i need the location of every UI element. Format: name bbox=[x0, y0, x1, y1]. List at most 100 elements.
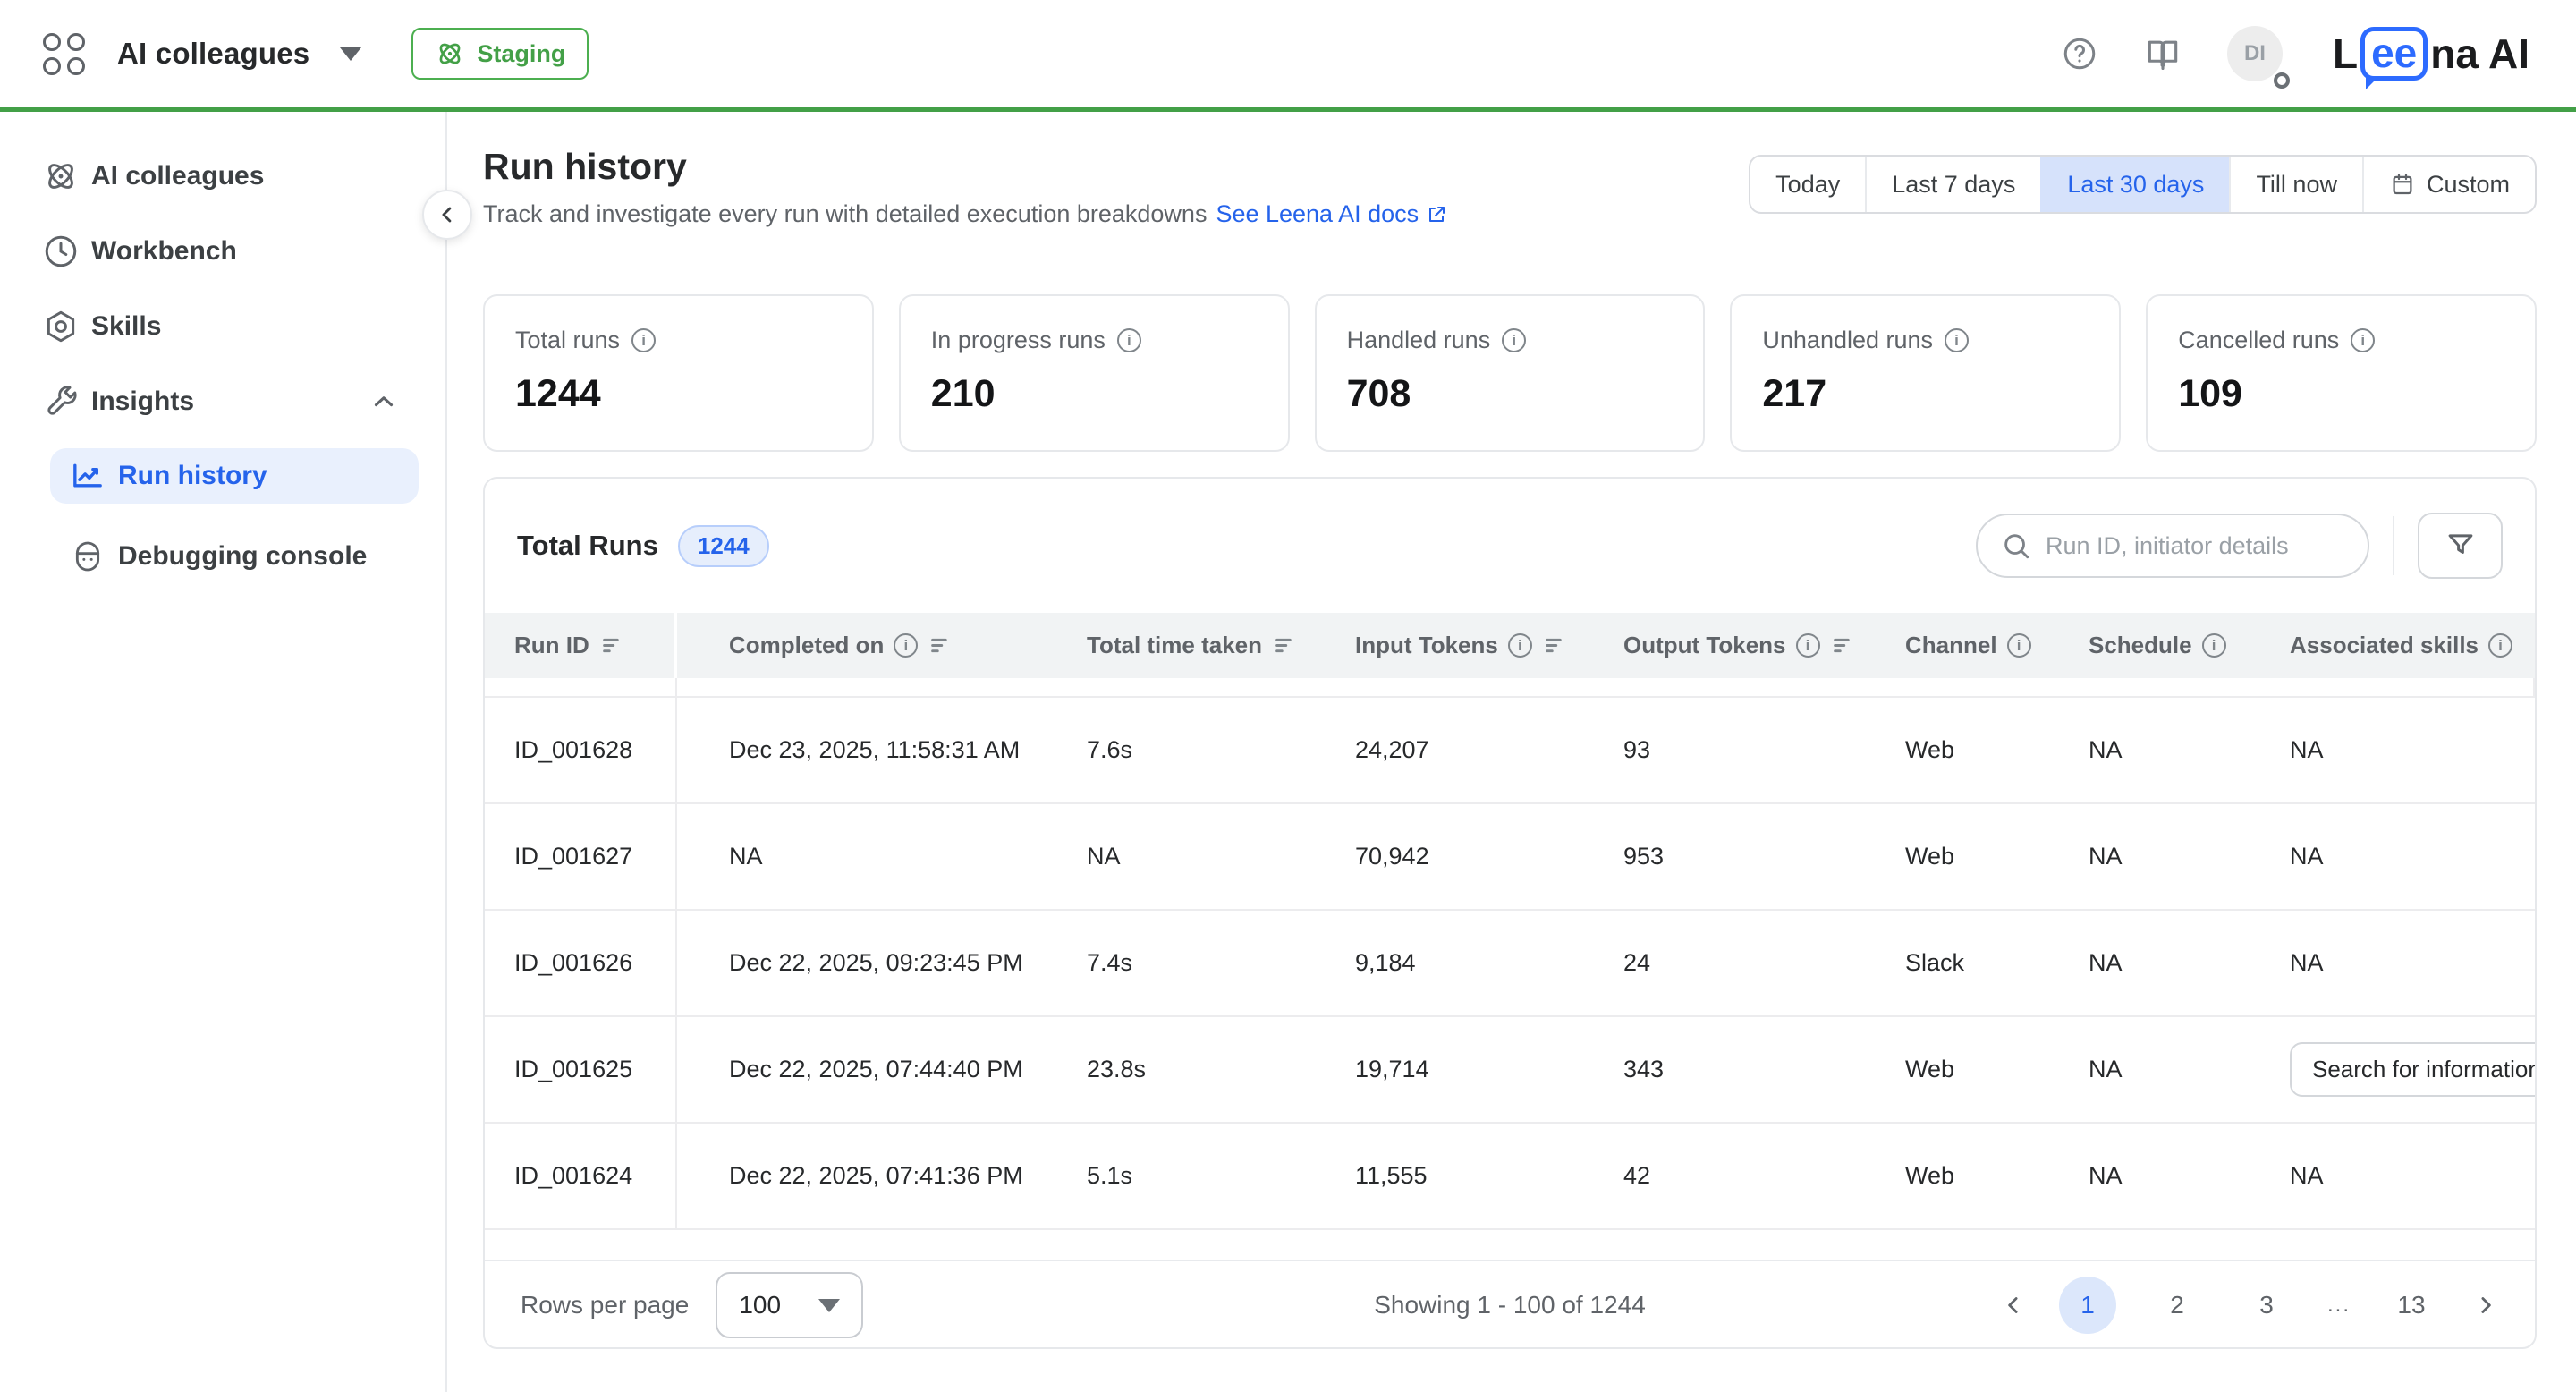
table-spacer bbox=[485, 1230, 2535, 1260]
column-header-associated-skills[interactable]: Associated skills bbox=[2238, 632, 2535, 659]
column-header-schedule[interactable]: Schedule bbox=[2037, 632, 2238, 659]
stats-row: Total runs 1244 In progress runs 210 Han… bbox=[483, 294, 2537, 452]
environment-badge[interactable]: Staging bbox=[411, 28, 589, 80]
avatar[interactable]: DI bbox=[2226, 26, 2290, 89]
table-row[interactable]: ID_001624 Dec 22, 2025, 07:41:36 PM 5.1s… bbox=[485, 1124, 2535, 1230]
sidebar-item-ai-colleagues[interactable]: AI colleagues bbox=[0, 139, 445, 214]
info-icon[interactable] bbox=[2201, 633, 2226, 658]
partial-row bbox=[485, 678, 2535, 698]
chevron-right-icon[interactable] bbox=[2472, 1292, 2499, 1319]
date-filter-till-now[interactable]: Till now bbox=[2229, 157, 2362, 212]
sort-icon[interactable] bbox=[599, 633, 623, 658]
cell-output-tokens: 24 bbox=[1623, 949, 1651, 976]
sidebar-item-label: Insights bbox=[91, 386, 195, 416]
atom-icon bbox=[435, 38, 465, 69]
external-link-icon bbox=[1426, 204, 1447, 225]
sidebar-item-label: Workbench bbox=[91, 236, 237, 266]
cell-completed-on: Dec 22, 2025, 09:23:45 PM bbox=[729, 949, 1023, 976]
docs-link[interactable]: See Leena AI docs bbox=[1216, 200, 1447, 228]
filter-funnel-icon bbox=[2444, 529, 2478, 563]
cell-completed-on: NA bbox=[729, 843, 763, 870]
table-title: Total Runs bbox=[517, 530, 658, 561]
date-filter-custom[interactable]: Custom bbox=[2361, 157, 2535, 212]
sort-icon[interactable] bbox=[1830, 633, 1854, 658]
sort-icon[interactable] bbox=[1542, 633, 1566, 658]
cell-associated-skills: NA bbox=[2290, 736, 2324, 763]
cell-associated-skills: NA bbox=[2290, 949, 2324, 976]
column-header-output-tokens[interactable]: Output Tokens bbox=[1572, 632, 1853, 659]
table-count-badge: 1244 bbox=[677, 524, 769, 567]
cell-associated-skills: NA bbox=[2290, 843, 2324, 870]
book-icon[interactable] bbox=[2143, 34, 2182, 73]
sidebar-item-workbench[interactable]: Workbench bbox=[0, 214, 445, 289]
table-row[interactable]: ID_001626 Dec 22, 2025, 09:23:45 PM 7.4s… bbox=[485, 911, 2535, 1017]
showing-range-text: Showing 1 - 100 of 1244 bbox=[1374, 1291, 1646, 1319]
page-number[interactable]: 3 bbox=[2259, 1291, 2274, 1319]
help-icon[interactable] bbox=[2061, 35, 2098, 72]
date-filter-today[interactable]: Today bbox=[1775, 170, 1841, 198]
info-icon[interactable] bbox=[631, 328, 657, 352]
cell-input-tokens: 11,555 bbox=[1355, 1162, 1428, 1189]
stat-value: 109 bbox=[2178, 372, 2242, 415]
cell-input-tokens: 70,942 bbox=[1355, 843, 1429, 870]
search-input[interactable] bbox=[2044, 530, 2344, 561]
filter-button[interactable] bbox=[2418, 513, 2503, 579]
page-subtitle: Track and investigate every run with det… bbox=[483, 200, 1208, 227]
robot-icon bbox=[70, 539, 106, 574]
caret-down-icon bbox=[818, 1298, 841, 1312]
info-icon[interactable] bbox=[1502, 328, 1527, 352]
clock-icon bbox=[39, 233, 82, 270]
page-number[interactable]: 2 bbox=[2170, 1291, 2184, 1319]
column-header-input-tokens[interactable]: Input Tokens bbox=[1303, 632, 1572, 659]
info-icon[interactable] bbox=[2351, 328, 2376, 352]
sort-icon[interactable] bbox=[928, 633, 952, 658]
sidebar-item-insights[interactable]: Insights bbox=[0, 364, 445, 439]
stat-card-cancelled-runs: Cancelled runs 109 bbox=[2146, 294, 2537, 452]
info-icon[interactable] bbox=[1795, 633, 1820, 658]
info-icon[interactable] bbox=[1116, 328, 1141, 352]
sidebar: AI colleagues Workbench Skills Insights bbox=[0, 112, 447, 1392]
chevron-up-icon[interactable] bbox=[369, 386, 399, 417]
stat-card-unhandled-runs: Unhandled runs 217 bbox=[1730, 294, 2122, 452]
cell-run-id: ID_001628 bbox=[485, 698, 677, 802]
table-row[interactable]: ID_001627 NA NA 70,942 953 Web NA NA bbox=[485, 804, 2535, 911]
sidebar-item-skills[interactable]: Skills bbox=[0, 289, 445, 364]
column-header-run-id[interactable]: Run ID bbox=[485, 613, 677, 678]
cell-total-time: 7.6s bbox=[1087, 736, 1133, 763]
hexagon-skill-icon bbox=[39, 308, 82, 345]
cell-schedule: NA bbox=[2089, 1162, 2123, 1189]
column-header-channel[interactable]: Channel bbox=[1853, 632, 2037, 659]
sidebar-item-run-history[interactable]: Run history bbox=[50, 448, 419, 504]
cell-total-time: 23.8s bbox=[1087, 1056, 1147, 1082]
app-switcher[interactable]: AI colleagues bbox=[117, 37, 362, 71]
page-number[interactable]: 1 bbox=[2058, 1277, 2116, 1334]
sidebar-collapse-button[interactable] bbox=[422, 190, 472, 240]
column-header-completed-on[interactable]: Completed on bbox=[677, 632, 1035, 659]
rows-per-page-select[interactable]: 100 bbox=[716, 1272, 864, 1338]
info-icon[interactable] bbox=[1945, 328, 1970, 352]
cell-schedule: NA bbox=[2089, 736, 2123, 763]
logo-text: na AI bbox=[2430, 30, 2529, 77]
chart-trend-icon bbox=[70, 458, 106, 494]
leena-ai-logo: L ee na AI bbox=[2333, 26, 2529, 90]
cell-schedule: NA bbox=[2089, 949, 2123, 976]
chevron-left-icon[interactable] bbox=[2000, 1292, 2027, 1319]
cell-associated-skills: NA bbox=[2290, 1162, 2324, 1189]
table-row[interactable]: ID_001625 Dec 22, 2025, 07:44:40 PM 23.8… bbox=[485, 1017, 2535, 1124]
sort-icon[interactable] bbox=[1272, 633, 1296, 658]
sidebar-item-label: AI colleagues bbox=[91, 161, 265, 191]
info-icon[interactable] bbox=[894, 633, 919, 658]
page-number[interactable]: 13 bbox=[2397, 1291, 2426, 1319]
info-icon[interactable] bbox=[2006, 633, 2031, 658]
info-icon[interactable] bbox=[2488, 633, 2512, 658]
search-box[interactable] bbox=[1976, 514, 2369, 578]
main-content: Run history Track and investigate every … bbox=[449, 112, 2576, 1392]
date-filter-last-7-days[interactable]: Last 7 days bbox=[1865, 157, 2040, 212]
sidebar-item-debugging-console[interactable]: Debugging console bbox=[50, 529, 419, 584]
apps-grid-icon[interactable] bbox=[43, 32, 85, 75]
date-filter-last-30-days[interactable]: Last 30 days bbox=[2040, 157, 2230, 212]
info-icon[interactable] bbox=[1507, 633, 1532, 658]
divider bbox=[2393, 516, 2394, 575]
table-row[interactable]: ID_001628 Dec 23, 2025, 11:58:31 AM 7.6s… bbox=[485, 698, 2535, 804]
column-header-total-time-taken[interactable]: Total time taken bbox=[1035, 632, 1303, 659]
